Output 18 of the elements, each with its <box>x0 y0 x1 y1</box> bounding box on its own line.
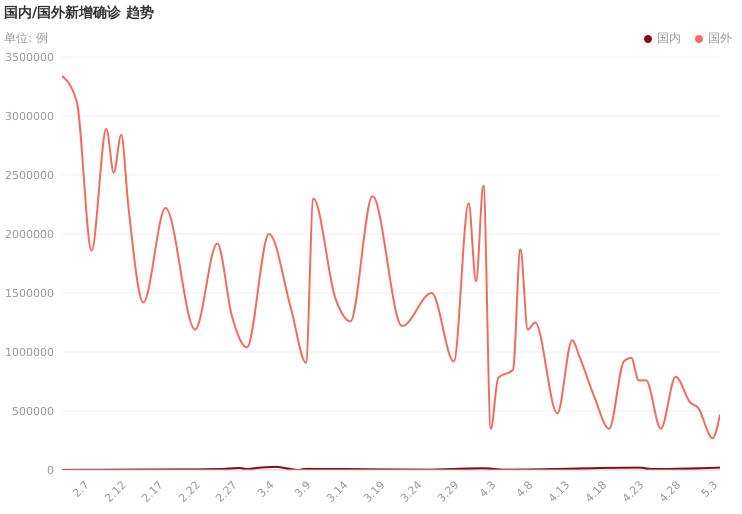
x-tick-label: 5.3 <box>698 478 720 500</box>
y-tick-label: 1500000 <box>5 286 54 300</box>
y-tick-label: 0 <box>47 464 54 477</box>
y-tick-label: 2500000 <box>5 168 54 182</box>
x-tick-label: 2.7 <box>70 478 92 500</box>
x-tick-label: 3.9 <box>292 478 314 500</box>
y-axis-title: 单位: 例 <box>4 30 48 47</box>
y-tick-label: 3000000 <box>5 110 54 123</box>
y-tick-label: 2000000 <box>5 228 54 241</box>
y-tick-label: 3500000 <box>5 50 54 64</box>
y-tick-label: 1000000 <box>5 346 54 359</box>
x-tick-label: 4.3 <box>476 478 498 500</box>
x-tick-label: 3.4 <box>255 478 277 500</box>
legend-label: 国内 <box>656 30 681 47</box>
chart-title: 国内/国外新增确诊 趋势 <box>4 4 154 22</box>
y-tick-label: 500000 <box>12 404 54 418</box>
x-tick-label: 4.8 <box>514 478 536 500</box>
legend-label: 国外 <box>707 30 732 47</box>
